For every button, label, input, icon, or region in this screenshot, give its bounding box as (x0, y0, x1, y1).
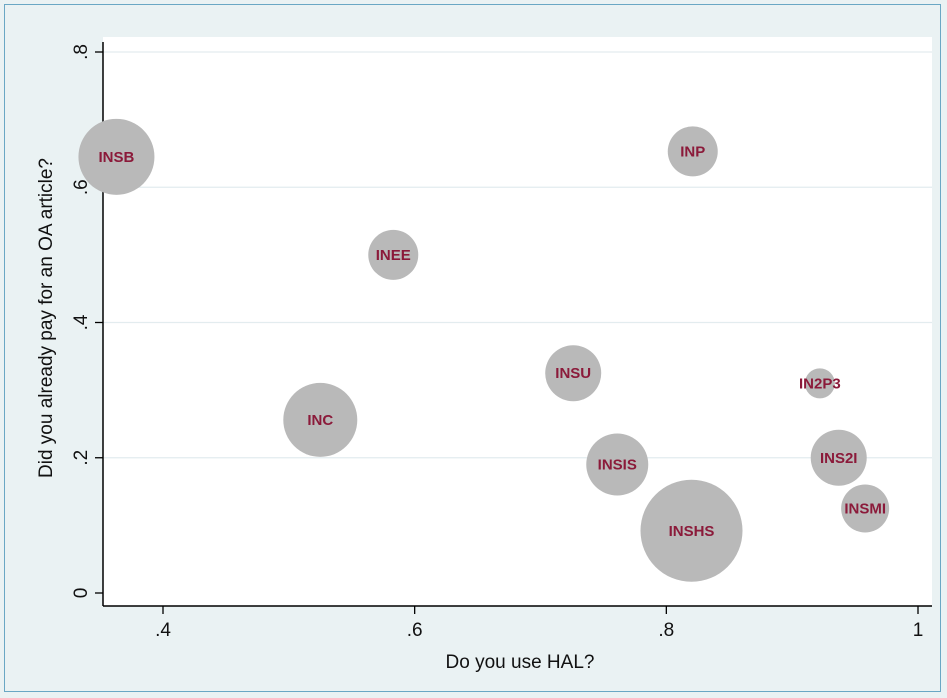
bubble-label-insb: INSB (99, 149, 135, 166)
y-tick-label: .2 (71, 450, 92, 466)
bubble-label-inshs: INSHS (669, 523, 715, 540)
y-axis-title: Did you already pay for an OA article? (36, 158, 57, 478)
bubble-label-inp: INP (680, 143, 705, 160)
bubble-label-insis: INSIS (598, 457, 637, 474)
y-tick-label: .8 (71, 44, 92, 60)
y-tick-label: 0 (71, 588, 92, 599)
bubble-label-inee: INEE (376, 247, 411, 264)
x-tick-label: .8 (658, 620, 674, 641)
bubble-label-ins2i: INS2I (820, 450, 858, 467)
x-axis-ticks: .4 .6 .8 1 (155, 606, 923, 641)
x-tick-label: .6 (407, 620, 423, 641)
plot-area (103, 37, 932, 606)
bubble-label-insu: INSU (555, 365, 591, 382)
x-tick-label: .4 (155, 620, 171, 641)
bubble-label-in2p3: IN2P3 (799, 375, 841, 392)
x-tick-label: 1 (913, 620, 924, 641)
bubble-label-insmi: INSMI (844, 500, 886, 517)
x-axis-title: Do you use HAL? (446, 652, 595, 673)
y-tick-label: .4 (71, 314, 92, 330)
bubble-label-inc: INC (307, 412, 333, 429)
